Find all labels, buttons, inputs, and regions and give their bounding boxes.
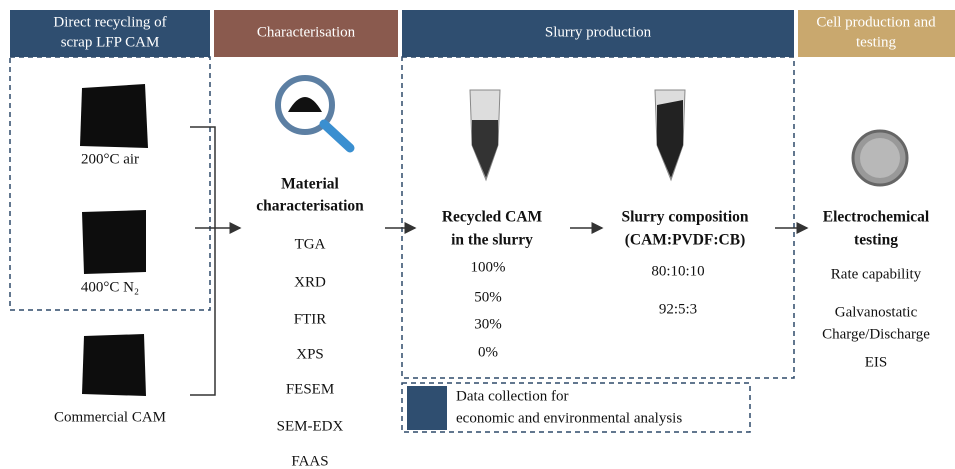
group-box — [401, 56, 795, 379]
section-title: testing — [854, 232, 898, 249]
tube-icon — [469, 89, 686, 182]
method: TGA — [295, 236, 326, 252]
section-title: (CAM:PVDF:CB) — [625, 232, 746, 249]
coin-cell-icon — [851, 129, 909, 187]
section-title: Electrochemical — [823, 209, 930, 226]
ratio: 50% — [474, 289, 502, 305]
group-box — [9, 56, 211, 311]
method: XRD — [294, 274, 326, 290]
powder — [80, 84, 148, 396]
method: SEM-EDX — [277, 418, 344, 434]
header-box — [10, 10, 210, 57]
test: Galvanostatic — [835, 304, 918, 320]
header-box — [402, 10, 794, 57]
method: FAAS — [291, 453, 328, 469]
legend-box — [401, 382, 751, 433]
sample-label: Commercial CAM — [54, 409, 166, 425]
bracket — [190, 126, 216, 396]
section-title: in the slurry — [451, 232, 533, 249]
test: Rate capability — [831, 266, 922, 282]
legend-text: economic and environmental analysis — [456, 410, 682, 426]
ratio: 100% — [471, 259, 506, 275]
test: EIS — [865, 354, 888, 370]
section-title: Recycled CAM — [442, 209, 543, 226]
legend-swatch — [407, 386, 447, 430]
header-text: Cell production and — [816, 14, 936, 30]
magnifier-icon — [275, 75, 355, 153]
header-text: Direct recycling of — [53, 14, 166, 30]
method: XPS — [296, 346, 324, 362]
header-box — [214, 10, 398, 57]
header-box — [798, 10, 955, 57]
sample-label: 200°C air — [81, 151, 139, 167]
section-title: characterisation — [256, 198, 364, 215]
header-text: scrap LFP CAM — [61, 34, 160, 50]
composition: 80:10:10 — [651, 263, 704, 279]
header-text: Slurry production — [545, 24, 652, 40]
composition: 92:5:3 — [659, 301, 697, 317]
header-text: testing — [856, 34, 896, 50]
ratio: 30% — [474, 316, 502, 332]
sample-label: 400°C N₂ — [81, 279, 139, 295]
section-title: Material — [281, 176, 339, 193]
legend-text: Data collection for — [456, 388, 568, 404]
method: FTIR — [294, 311, 327, 327]
header-text: Characterisation — [257, 24, 356, 40]
method: FESEM — [286, 381, 334, 397]
section-title: Slurry composition — [621, 209, 748, 226]
ratio: 0% — [478, 344, 498, 360]
test: Charge/Discharge — [822, 326, 930, 342]
